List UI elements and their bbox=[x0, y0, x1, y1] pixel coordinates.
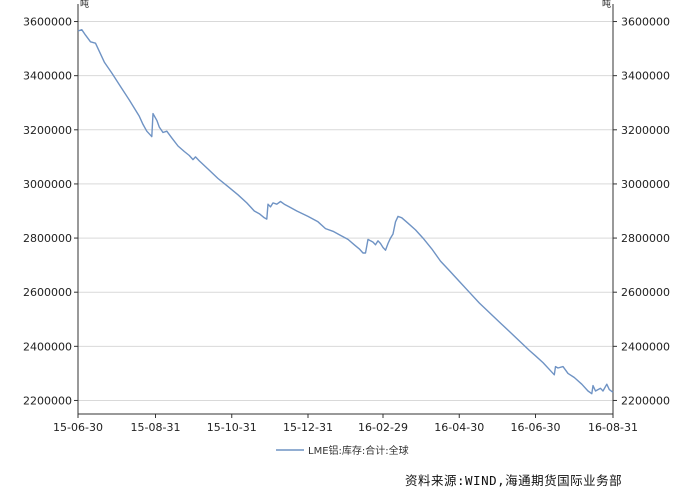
y-tick-label-right: 3400000 bbox=[621, 70, 670, 83]
series-line bbox=[77, 29, 614, 395]
y-tick-label-right: 2200000 bbox=[621, 394, 670, 407]
x-tick-label: 16-08-31 bbox=[588, 421, 638, 434]
y-axis-right-ticks: 2200000 2400000 2600000 2800000 3000000 32000… bbox=[613, 16, 670, 407]
x-tick-label: 16-04-30 bbox=[434, 421, 484, 434]
y-tick-label-right: 3600000 bbox=[621, 16, 670, 29]
x-tick-label: 15-12-31 bbox=[283, 421, 333, 434]
y-tick-label-right: 3200000 bbox=[621, 124, 670, 137]
chart-axes: 吨吨 bbox=[77, 0, 614, 415]
y-tick-label-right: 3000000 bbox=[621, 178, 670, 191]
legend-label: LME铝:库存:合计:全球 bbox=[308, 444, 409, 457]
y-tick-label-left: 2400000 bbox=[23, 340, 72, 353]
y-tick-label-left: 3400000 bbox=[23, 70, 72, 83]
x-axis-ticks: 15-06-30 15-08-31 15-10-31 15-12-31 16-02-29… bbox=[53, 414, 638, 434]
y-tick-label-right: 2600000 bbox=[621, 286, 670, 299]
x-tick-label: 15-08-31 bbox=[131, 421, 181, 434]
x-tick-label: 16-06-30 bbox=[511, 421, 561, 434]
x-tick-label: 16-02-29 bbox=[358, 421, 408, 434]
x-tick-label: 15-06-30 bbox=[53, 421, 103, 434]
source-note: 资料来源:WIND,海通期货国际业务部 bbox=[405, 473, 623, 488]
y-axis-left-unit: 吨 bbox=[80, 0, 89, 10]
y-tick-label-left: 3200000 bbox=[23, 124, 72, 137]
y-tick-label-left: 2200000 bbox=[23, 394, 72, 407]
y-axis-left-ticks: 2200000 2400000 2600000 2800000 3000000 32000… bbox=[23, 16, 78, 407]
y-tick-label-left: 3600000 bbox=[23, 16, 72, 29]
y-tick-label-left: 3000000 bbox=[23, 178, 72, 191]
gridlines bbox=[78, 21, 613, 401]
series-layer bbox=[77, 29, 614, 395]
y-axis-right-unit: 吨 bbox=[602, 0, 611, 10]
y-tick-label-left: 2600000 bbox=[23, 286, 72, 299]
y-tick-label-right: 2800000 bbox=[621, 232, 670, 245]
y-tick-label-left: 2800000 bbox=[23, 232, 72, 245]
x-tick-label: 15-10-31 bbox=[207, 421, 257, 434]
legend: LME铝:库存:合计:全球 bbox=[276, 444, 409, 457]
y-tick-label-right: 2400000 bbox=[621, 340, 670, 353]
